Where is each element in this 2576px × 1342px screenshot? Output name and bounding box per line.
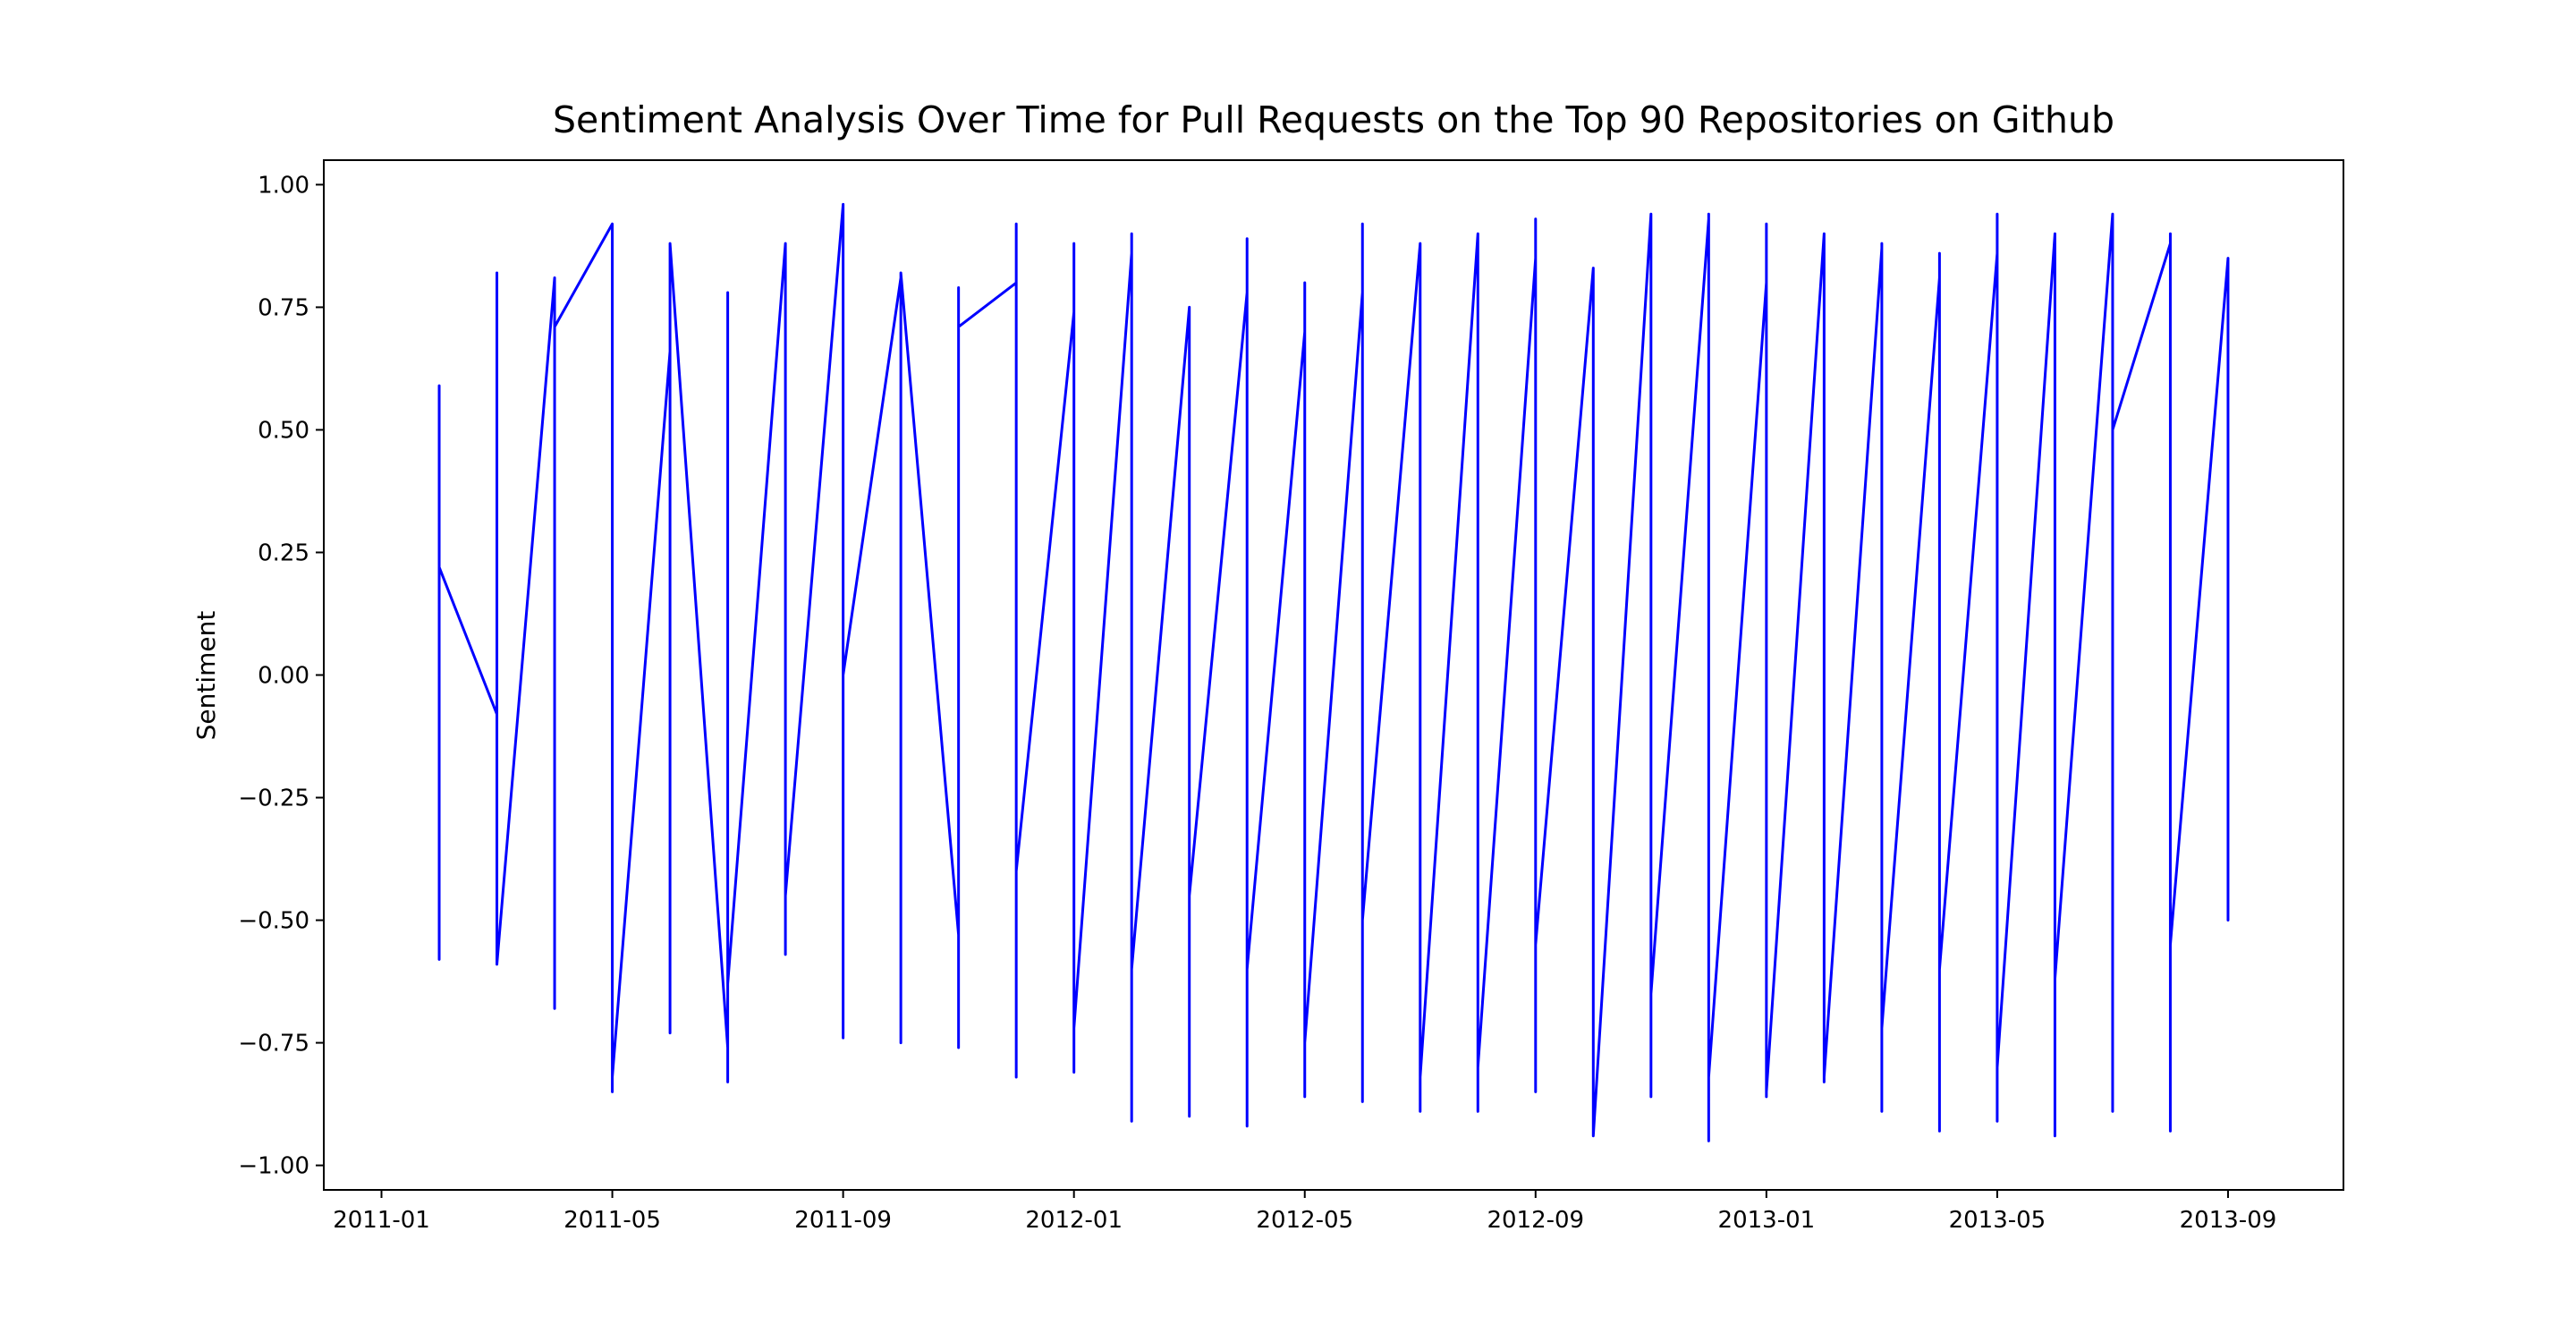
x-tick-label: 2012-01 bbox=[1025, 1207, 1123, 1234]
y-tick-label: 0.00 bbox=[258, 663, 309, 690]
x-tick-label: 2013-01 bbox=[1718, 1207, 1816, 1234]
y-tick-label: −1.00 bbox=[238, 1153, 309, 1180]
y-tick-label: −0.75 bbox=[238, 1031, 309, 1057]
data-line bbox=[437, 202, 2230, 1142]
y-tick-label: 0.25 bbox=[258, 539, 309, 566]
x-tick-label: 2011-09 bbox=[794, 1207, 892, 1234]
y-tick-label: 1.00 bbox=[258, 172, 309, 199]
x-tick-label: 2013-09 bbox=[2180, 1207, 2277, 1234]
y-tick-label: 0.50 bbox=[258, 417, 309, 444]
y-axis-label: Sentiment bbox=[191, 611, 221, 741]
y-tick-label: −0.25 bbox=[238, 786, 309, 812]
chart-title: Sentiment Analysis Over Time for Pull Re… bbox=[553, 98, 2114, 141]
y-tick-label: −0.50 bbox=[238, 908, 309, 935]
x-tick-label: 2013-05 bbox=[1949, 1207, 2046, 1234]
x-tick-label: 2012-05 bbox=[1256, 1207, 1353, 1234]
x-tick-label: 2011-01 bbox=[333, 1207, 430, 1234]
x-tick-label: 2011-05 bbox=[564, 1207, 661, 1234]
plot-frame bbox=[323, 159, 2344, 1191]
x-tick-label: 2012-09 bbox=[1487, 1207, 1584, 1234]
y-tick-label: 0.75 bbox=[258, 294, 309, 321]
